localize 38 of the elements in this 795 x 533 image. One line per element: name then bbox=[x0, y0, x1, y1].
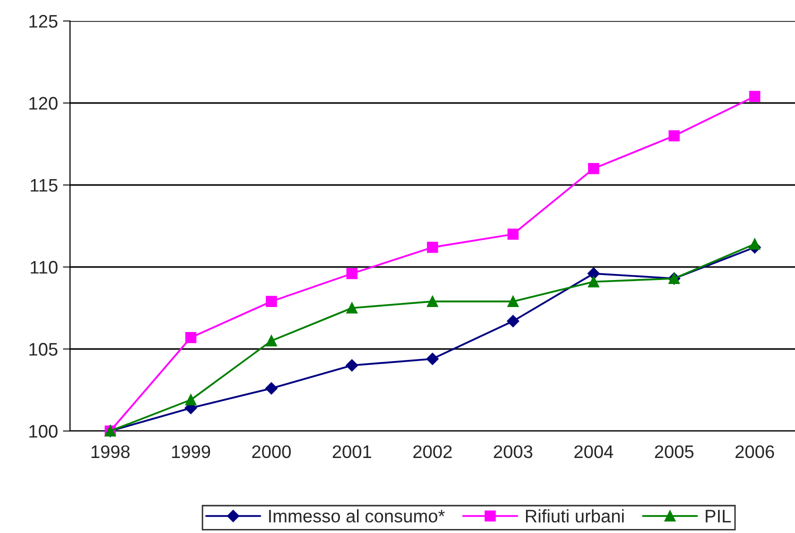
point bbox=[185, 394, 196, 406]
x-tick-label: 2001 bbox=[332, 445, 372, 458]
legend-label: Immesso al consumo* bbox=[269, 509, 445, 522]
y-tick-label: 115 bbox=[30, 179, 58, 192]
x-tick-label: 2006 bbox=[736, 445, 774, 458]
point bbox=[426, 352, 439, 365]
y-tick-label: 125 bbox=[29, 14, 58, 28]
point bbox=[588, 276, 600, 288]
y-tick-label: 100 bbox=[29, 424, 58, 438]
point bbox=[668, 130, 680, 142]
point bbox=[266, 296, 277, 307]
point bbox=[346, 268, 358, 280]
point bbox=[508, 296, 519, 307]
point bbox=[265, 382, 278, 394]
point bbox=[749, 90, 760, 102]
point bbox=[426, 242, 438, 253]
point bbox=[588, 267, 600, 280]
y-tick-label: 110 bbox=[30, 260, 58, 274]
point bbox=[346, 359, 358, 372]
x-tick-label: 2002 bbox=[413, 445, 452, 458]
x-tick-label: 2000 bbox=[252, 445, 291, 458]
x-tick-label: 2004 bbox=[574, 445, 614, 458]
x-tick-label: 1998 bbox=[92, 445, 130, 458]
point bbox=[426, 296, 438, 307]
point bbox=[506, 315, 520, 328]
point bbox=[749, 238, 760, 250]
legend-label: Rifiuti urbani bbox=[526, 509, 624, 522]
point bbox=[508, 228, 519, 240]
y-tick-label: 105 bbox=[29, 342, 58, 356]
legend-label: PIL bbox=[706, 510, 731, 522]
y-tick-label: 120 bbox=[29, 96, 58, 110]
x-tick-label: 2005 bbox=[654, 445, 694, 458]
x-tick-label: 1999 bbox=[172, 445, 210, 458]
point bbox=[346, 302, 358, 314]
point bbox=[185, 332, 196, 344]
point bbox=[266, 335, 277, 346]
x-tick-label: 2003 bbox=[494, 445, 532, 458]
point bbox=[588, 163, 600, 174]
